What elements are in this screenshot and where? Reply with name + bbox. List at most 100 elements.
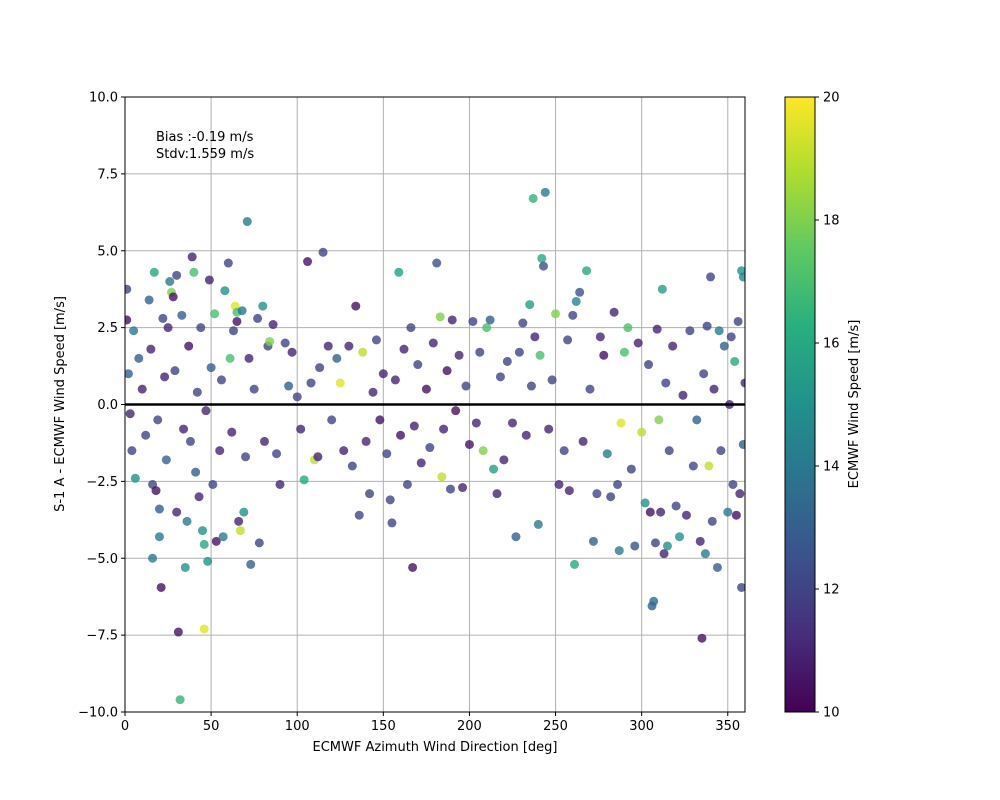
data-point xyxy=(141,430,151,440)
data-point xyxy=(613,479,623,489)
data-point xyxy=(554,479,564,489)
data-point xyxy=(332,353,342,363)
data-point xyxy=(533,519,543,529)
data-point xyxy=(351,301,361,311)
data-point xyxy=(134,353,144,363)
data-point xyxy=(165,277,175,286)
data-point xyxy=(551,309,561,319)
data-point xyxy=(525,300,535,310)
data-point xyxy=(652,324,662,334)
data-point xyxy=(511,532,521,542)
data-point xyxy=(630,541,640,551)
data-point xyxy=(644,360,654,370)
y-axis-ticks: 10.0 7.5 5.0 2.5 0.0 −2.5 −5.0 −7.5 −10.0 xyxy=(78,91,125,721)
data-point xyxy=(668,341,678,351)
data-point xyxy=(191,467,201,477)
data-point xyxy=(268,320,278,330)
data-point xyxy=(571,296,581,306)
data-point xyxy=(151,486,161,496)
data-point xyxy=(535,350,545,360)
data-point xyxy=(570,559,579,569)
data-point xyxy=(421,384,431,394)
data-point xyxy=(172,270,182,280)
data-point xyxy=(656,507,666,517)
data-point xyxy=(406,323,416,333)
data-point xyxy=(182,516,192,526)
data-point xyxy=(220,286,230,296)
data-point xyxy=(518,318,528,328)
y-tick-label: −7.5 xyxy=(86,629,118,644)
data-point xyxy=(568,310,578,320)
data-point xyxy=(738,272,745,282)
x-tick-label: 300 xyxy=(629,719,654,734)
data-point xyxy=(719,341,729,351)
data-point xyxy=(657,284,667,294)
colorbar-tick-label: 20 xyxy=(823,91,840,106)
data-point xyxy=(409,421,419,431)
data-point xyxy=(447,315,457,325)
data-point xyxy=(227,427,237,437)
data-point xyxy=(163,323,173,333)
data-point xyxy=(254,538,264,548)
data-point xyxy=(408,562,418,572)
data-point xyxy=(540,187,550,197)
data-point xyxy=(664,446,674,456)
data-point xyxy=(387,518,397,528)
data-point xyxy=(499,455,509,465)
data-point xyxy=(292,392,302,402)
data-point xyxy=(528,193,538,203)
data-point xyxy=(149,267,159,277)
data-point xyxy=(161,455,171,465)
data-point xyxy=(125,284,132,294)
data-point xyxy=(685,326,695,336)
data-point xyxy=(156,582,166,592)
data-point xyxy=(260,436,269,446)
data-point xyxy=(215,446,225,456)
data-point xyxy=(361,436,371,446)
data-point xyxy=(210,309,220,319)
data-point xyxy=(692,415,702,425)
data-point xyxy=(619,347,629,357)
data-point xyxy=(323,341,333,351)
data-point xyxy=(716,446,726,456)
data-point xyxy=(194,492,204,502)
data-point xyxy=(707,516,717,526)
data-point xyxy=(446,484,455,494)
data-point xyxy=(160,372,170,382)
data-point xyxy=(428,338,438,348)
data-point xyxy=(699,369,709,379)
data-point xyxy=(712,562,722,572)
data-point xyxy=(537,253,547,263)
data-point xyxy=(475,347,485,357)
data-point xyxy=(385,495,395,505)
data-point xyxy=(172,507,182,517)
data-point xyxy=(681,510,691,520)
data-point xyxy=(225,353,235,363)
data-point xyxy=(645,507,655,517)
data-point xyxy=(730,356,740,366)
data-point xyxy=(609,307,619,317)
data-point xyxy=(442,366,452,376)
data-point xyxy=(258,301,268,311)
data-point xyxy=(130,473,140,483)
data-point xyxy=(728,479,738,489)
data-point xyxy=(218,532,228,542)
data-point xyxy=(125,369,133,379)
data-point xyxy=(201,406,211,416)
data-point xyxy=(464,439,474,449)
data-point xyxy=(235,526,245,536)
data-point xyxy=(675,532,685,542)
data-point xyxy=(654,415,664,425)
y-tick-label: 2.5 xyxy=(97,321,118,336)
data-point xyxy=(661,378,671,388)
data-point xyxy=(244,353,254,363)
data-point xyxy=(223,258,233,268)
data-point xyxy=(168,292,178,302)
data-point xyxy=(206,363,216,373)
data-point xyxy=(375,415,385,425)
colorbar-tick-label: 12 xyxy=(823,583,840,598)
data-point xyxy=(478,446,488,456)
colorbar-label: ECMWF Wind Speed [m/s] xyxy=(847,320,862,489)
data-point xyxy=(127,446,137,456)
data-point xyxy=(485,315,495,325)
